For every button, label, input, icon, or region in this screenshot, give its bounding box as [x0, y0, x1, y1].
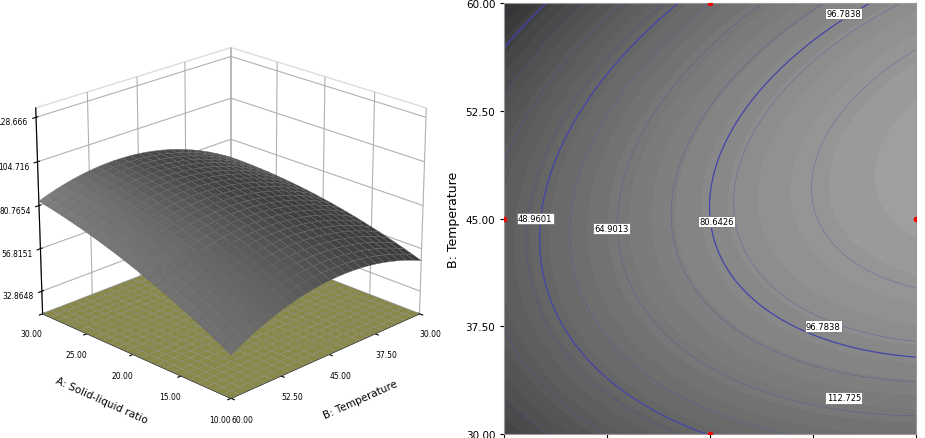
Y-axis label: B: Temperature: B: Temperature — [447, 171, 460, 267]
Text: 112.725: 112.725 — [827, 393, 861, 403]
Text: 48.9601: 48.9601 — [518, 215, 552, 223]
Text: 80.6426: 80.6426 — [699, 217, 734, 226]
Text: 96.7838: 96.7838 — [806, 322, 841, 331]
Text: 96.7838: 96.7838 — [826, 10, 861, 19]
X-axis label: B: Temperature: B: Temperature — [322, 379, 399, 420]
Y-axis label: A: Solid-liquid ratio: A: Solid-liquid ratio — [55, 374, 150, 424]
Text: 64.9013: 64.9013 — [594, 225, 629, 233]
